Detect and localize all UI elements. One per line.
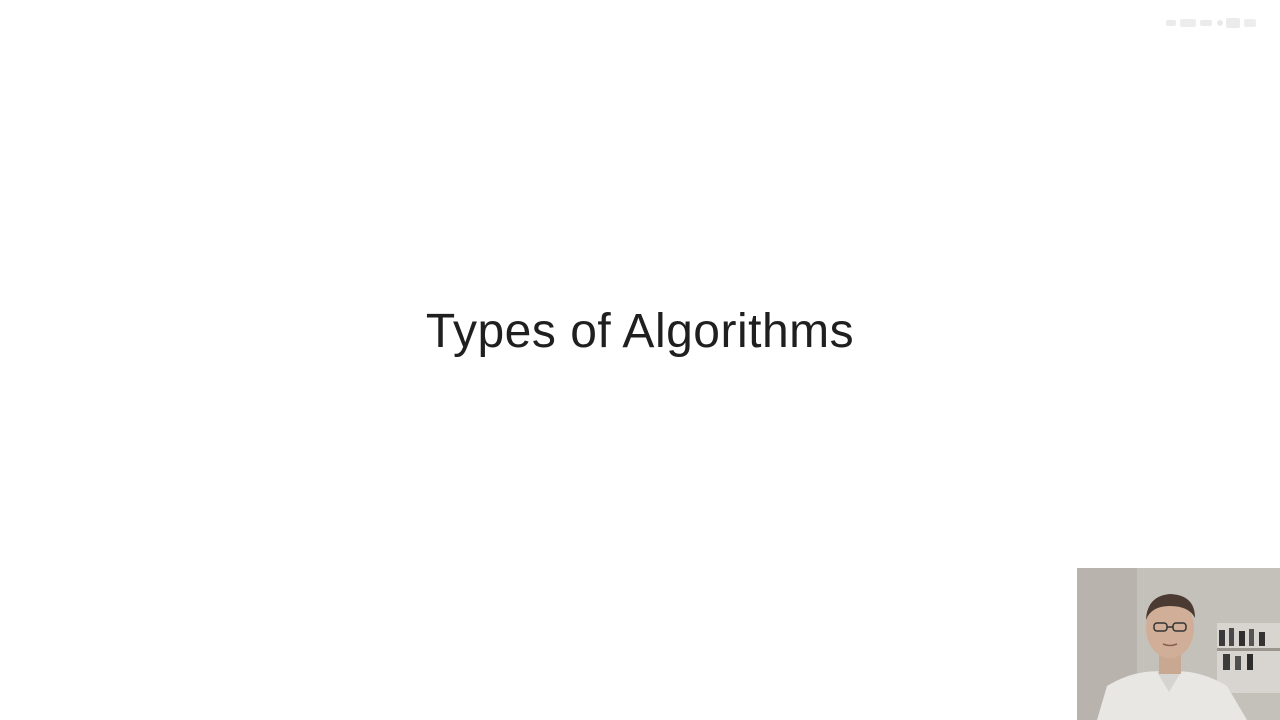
presenter-video-icon [1077, 568, 1280, 720]
presenter-webcam-overlay [1077, 568, 1280, 720]
watermark-logo-icon [1166, 18, 1256, 28]
slide-title: Types of Algorithms [425, 305, 855, 358]
